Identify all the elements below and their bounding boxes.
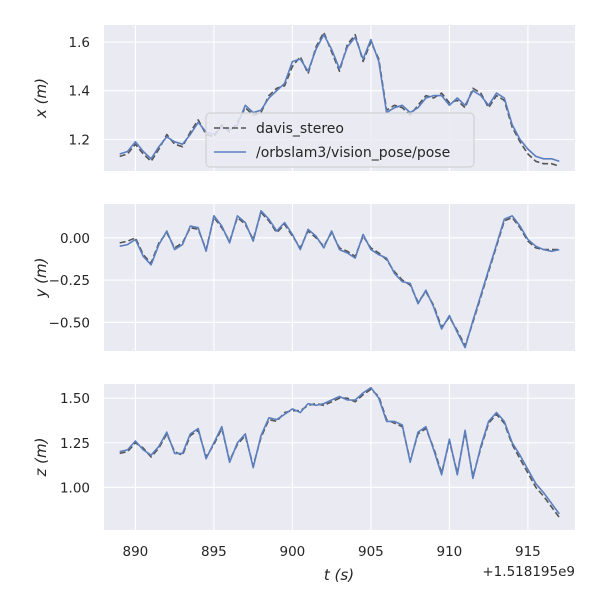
x-offset-label: +1.518195e9 xyxy=(482,564,575,580)
legend-entry: davis_stereo xyxy=(256,121,344,137)
series-line xyxy=(119,388,560,518)
y-axis-label: y (m) xyxy=(32,258,50,299)
x-tick-label: 900 xyxy=(280,544,306,560)
x-tick-label: 910 xyxy=(437,544,463,560)
x-tick-label: 890 xyxy=(123,544,149,560)
series-line xyxy=(119,210,560,349)
subplot-2: −0.50 −0.25 0.00 y (m) xyxy=(32,204,575,351)
y-axis-label: x (m) xyxy=(32,78,50,119)
y-tick-label: 1.2 xyxy=(69,132,90,148)
legend: davis_stereo/orbslam3/vision_pose/pose xyxy=(205,112,475,168)
subplot-3: 1.00 1.25 1.50 z (m) 890 895 900 905 910 915 xyxy=(32,384,575,560)
y-tick-label: 1.6 xyxy=(69,35,90,51)
y-tick-label: −0.50 xyxy=(49,315,90,331)
x-axis-label: t (s) xyxy=(324,566,354,584)
y-axis-label: z (m) xyxy=(32,438,50,478)
x-tick-label: 895 xyxy=(201,544,227,560)
series-line xyxy=(119,33,560,163)
x-tick-label: 915 xyxy=(515,544,541,560)
y-tick-label: −0.25 xyxy=(49,273,90,289)
y-tick-label: 1.4 xyxy=(69,84,90,100)
plot-area xyxy=(104,204,575,351)
y-tick-label: 0.00 xyxy=(60,231,90,247)
legend-box xyxy=(205,112,475,168)
legend-entry: /orbslam3/vision_pose/pose xyxy=(256,145,450,161)
y-tick-label: 1.50 xyxy=(60,391,90,407)
plot-area xyxy=(104,384,575,530)
y-tick-label: 1.25 xyxy=(60,436,90,452)
y-tick-label: 1.00 xyxy=(60,480,90,496)
series-line xyxy=(119,386,560,515)
x-tick-label: 905 xyxy=(358,544,384,560)
